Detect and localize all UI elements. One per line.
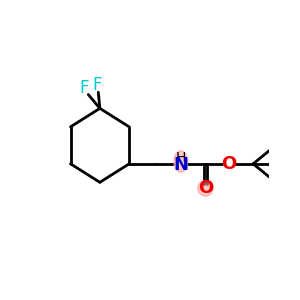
Ellipse shape — [198, 181, 213, 196]
Text: F: F — [92, 76, 101, 94]
Text: F: F — [80, 80, 89, 98]
Text: H: H — [176, 151, 186, 165]
Text: O: O — [221, 155, 236, 173]
Text: N: N — [173, 156, 188, 174]
Ellipse shape — [174, 151, 188, 172]
Text: O: O — [198, 179, 213, 197]
